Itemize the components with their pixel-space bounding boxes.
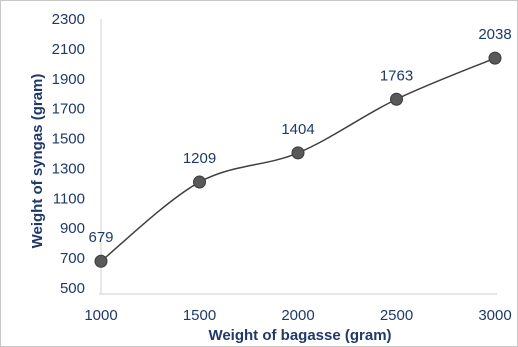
x-tick-label: 1000	[84, 307, 117, 324]
y-tick-label: 1300	[52, 160, 85, 177]
axes	[99, 19, 497, 295]
y-tick-label: 1500	[52, 131, 85, 148]
y-tick-label: 1900	[52, 71, 85, 88]
y-tick-labels: 500 700 900 1100 1300 1500 1700 1900 2100 2300	[52, 11, 85, 297]
data-label: 1209	[183, 150, 216, 167]
y-tick-label: 2100	[52, 41, 85, 58]
x-tick-label: 3000	[478, 307, 511, 324]
data-point	[390, 92, 403, 106]
series-line	[100, 57, 496, 262]
data-label: 1763	[380, 67, 413, 84]
data-point	[94, 254, 108, 268]
x-tick-label: 1500	[183, 307, 216, 324]
data-point	[291, 146, 305, 160]
y-tick-label: 500	[60, 280, 85, 297]
data-markers	[94, 51, 502, 268]
y-tick-label: 1700	[52, 101, 85, 118]
data-label: 2038	[478, 26, 511, 43]
x-axis-title: Weight of bagasse (gram)	[208, 327, 391, 344]
data-labels: 679 1209 1404 1763 2038	[88, 26, 511, 246]
data-label: 679	[88, 229, 113, 246]
x-tick-label: 2500	[380, 307, 413, 324]
y-tick-label: 900	[60, 220, 85, 237]
x-tick-label: 2000	[281, 307, 314, 324]
data-label: 1404	[281, 121, 314, 138]
y-tick-label: 700	[60, 250, 85, 267]
y-tick-label: 1100	[53, 190, 85, 207]
y-axis-title: Weight of syngas (gram)	[29, 74, 46, 249]
data-point	[193, 175, 206, 189]
x-tick-labels: 1000 1500 2000 2500 3000	[84, 307, 511, 324]
y-tick-label: 2300	[52, 11, 85, 28]
data-point	[488, 51, 502, 65]
